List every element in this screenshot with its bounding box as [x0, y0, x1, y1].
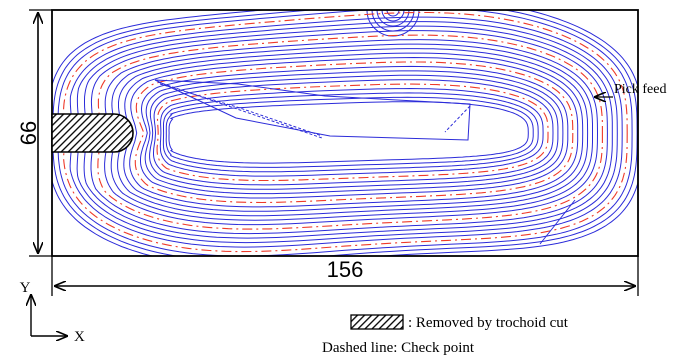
width-dimension-label: 156	[327, 257, 364, 282]
inner-pocket-paths	[154, 79, 576, 245]
pick-feed-label: Pick feed	[614, 82, 666, 97]
tool-path-contour	[144, 70, 564, 195]
tool-path-contour	[140, 65, 569, 199]
check-point-contour	[62, 11, 628, 253]
tool-path-contour	[129, 56, 579, 208]
legend-dashed-text: Dashed line: Check point	[322, 340, 475, 356]
pick-feed-connector	[157, 81, 471, 139]
tool-path-arc	[381, 10, 405, 22]
y-axis-label: Y	[20, 280, 31, 296]
pick-feed-connector	[539, 199, 576, 245]
toolpath-contours	[52, 10, 638, 256]
tool-path-contour	[162, 92, 539, 173]
tool-path-contour	[153, 79, 554, 186]
tool-path-contour	[165, 96, 534, 168]
coordinate-axes	[31, 295, 67, 336]
tool-path-contour	[159, 87, 544, 177]
inner-pocket-outline	[154, 79, 471, 141]
tool-path-contour	[52, 10, 638, 256]
height-dimension	[29, 9, 52, 257]
tool-path-arc	[386, 10, 400, 17]
tool-path-arc	[376, 10, 410, 27]
x-axis-label: X	[74, 329, 85, 345]
trochoid-cut-slot	[51, 113, 134, 153]
tool-path-arc	[371, 10, 415, 32]
legend-hatch-swatch	[350, 314, 404, 330]
check-point-contour	[156, 83, 549, 182]
tool-path-contour	[149, 74, 559, 190]
legend-trochoid-text: : Removed by trochoid cut	[408, 315, 569, 331]
width-dimension	[51, 256, 639, 296]
height-dimension-label: 66	[16, 121, 41, 145]
